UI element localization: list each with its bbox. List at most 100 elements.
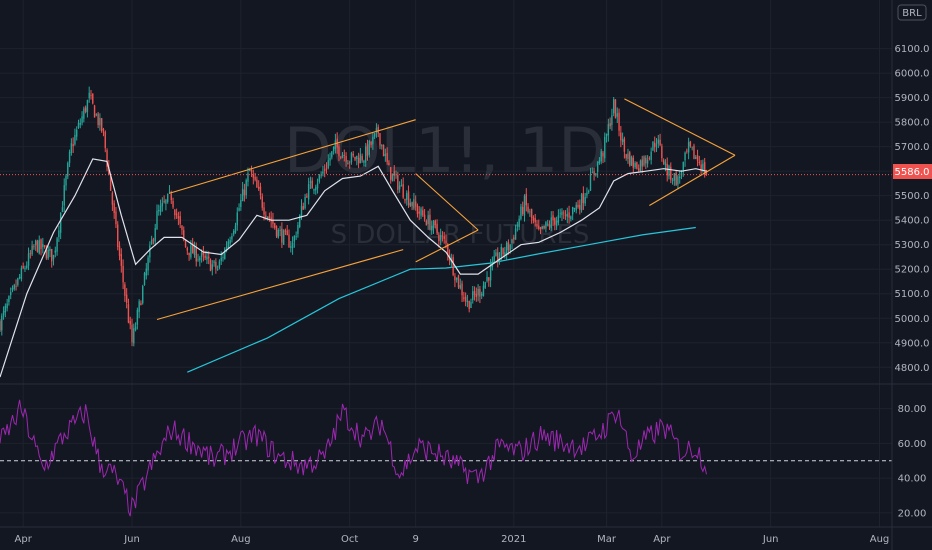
time-tick-label: Jun [123,534,140,545]
candle-body [488,277,490,281]
candle-body [143,273,146,286]
candle-body [586,192,588,196]
candle-body [0,321,1,331]
candle-body [76,129,78,137]
candle-body [327,160,329,169]
candle-body [434,220,436,225]
candle-body [452,257,454,275]
candle-body [554,217,556,225]
candle-body [500,246,503,257]
candle-body [174,209,176,216]
candle-body [473,291,476,295]
candle-body [209,259,212,272]
candle-body [461,283,463,296]
candle-body [393,171,395,176]
candle-body [589,173,592,191]
candle-body [206,256,208,260]
candle-body [511,239,513,244]
candle-body [397,175,399,190]
candle-body [659,139,661,146]
candle-body [684,152,686,161]
trendline[interactable] [649,154,736,206]
candle-body [643,156,645,166]
candle-body [404,198,406,201]
candle-body [536,223,538,227]
candle-body [372,136,374,145]
candle-body [363,160,365,163]
price-tick-label: 6000.0 [895,69,930,80]
oscillator-tick-label: 80.00 [898,404,927,415]
candle-body [671,180,674,182]
candle-body [124,284,126,296]
trendline[interactable] [156,249,404,321]
currency-badge[interactable]: BRL [897,4,927,21]
candle-body [249,169,251,172]
candle-body [129,321,131,325]
candle-body [691,146,693,148]
candle-body [538,225,540,229]
candle-body [543,225,545,229]
candle-body [24,268,26,270]
candle-body [695,156,697,159]
candle-body [204,255,206,258]
candle-body [582,193,585,204]
candle-body [125,294,128,303]
candle-body [115,211,117,225]
trendline[interactable] [415,173,479,231]
candle-body [216,268,219,270]
trendlines[interactable] [156,98,736,321]
candle-body [600,151,602,162]
candle-body [605,134,608,137]
candle-body [432,220,435,229]
candle-body [172,200,174,208]
candle-body [561,211,563,216]
trendline[interactable] [169,119,416,194]
candle-body [188,252,190,256]
trendline[interactable] [415,229,479,263]
candle-body [263,207,265,215]
candle-body [593,171,595,175]
candle-body [555,220,558,227]
candle-body [272,219,274,224]
candle-body [523,195,526,216]
candle-body [611,115,613,126]
candle-body [546,223,549,225]
candle-body [295,236,297,238]
candle-body [400,184,403,187]
candle-body [90,95,92,96]
candle-body [134,326,137,330]
candle-body [522,206,524,215]
candle-body [527,206,529,213]
candle-body [564,214,567,216]
candle-body [43,245,46,247]
candle-body [184,240,187,248]
oscillator-axis[interactable]: 20.00 40.00 60.00 80.00 [898,404,927,519]
trendline[interactable] [624,98,736,156]
candle-body [373,132,376,137]
candle-body [11,287,14,290]
candle-body [334,140,337,149]
time-tick-label: 2021 [501,534,526,545]
candle-body [588,191,590,193]
oscillator-line [0,399,707,517]
candle-body [108,166,110,175]
candle-body [468,300,470,310]
price-tick-label: 5400.0 [895,216,930,227]
candle-body [302,206,304,210]
candle-body [443,236,445,239]
candle-body [229,239,231,244]
candle-body [577,205,579,208]
candle-body [138,301,140,312]
candle-body [268,216,271,219]
time-axis[interactable]: Apr Jun Aug Oct 9 2021 Mar Apr Jun Aug [15,534,890,545]
candle-body [86,100,89,113]
candle-body [591,172,593,174]
candle-body [18,276,21,279]
candle-body [293,236,296,242]
candle-body [409,202,412,207]
candle-body [145,268,147,276]
grid [0,0,892,527]
candle-body [8,296,10,303]
candle-body [290,246,292,248]
